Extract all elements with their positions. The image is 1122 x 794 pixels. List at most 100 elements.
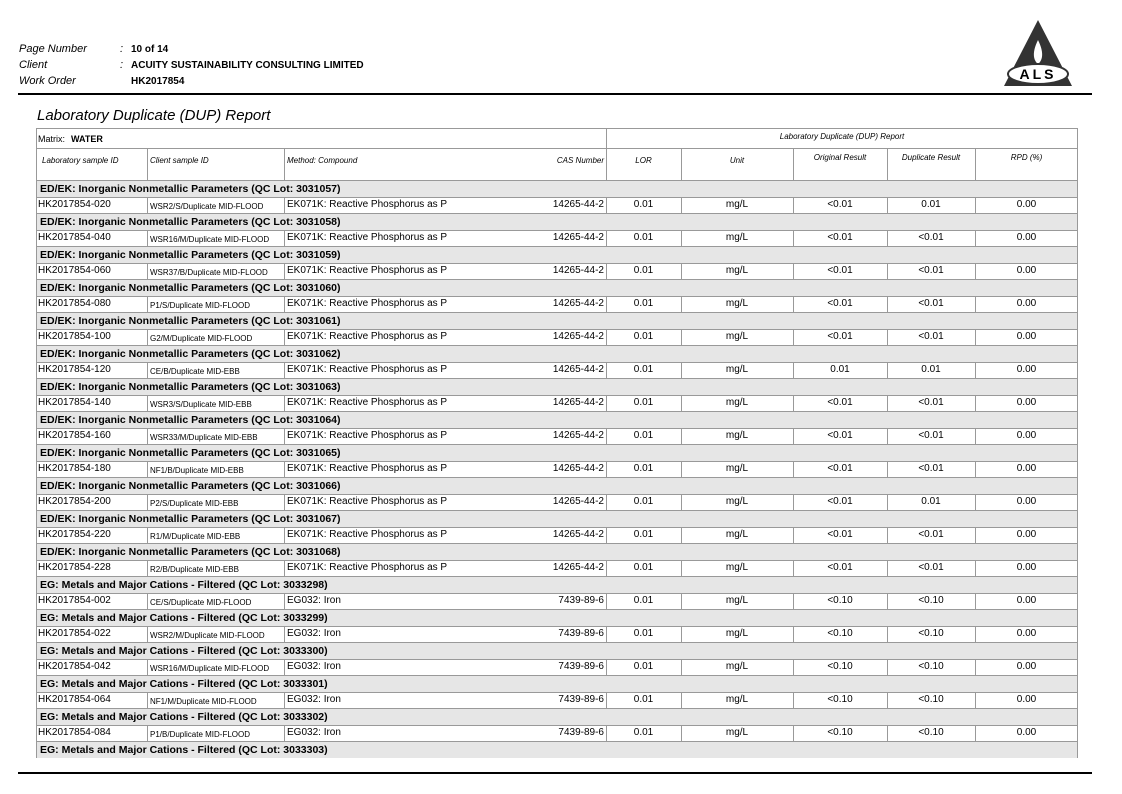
- col-divider: [606, 658, 607, 675]
- cell: EK071K: Reactive Phosphorus as P: [287, 231, 448, 243]
- col-divider: [975, 394, 976, 411]
- group-row: [37, 312, 1077, 329]
- cell: 7439-89-6: [558, 660, 604, 672]
- group-row: [37, 378, 1077, 395]
- cell: HK2017854-228: [38, 561, 111, 573]
- col-divider: [284, 658, 285, 675]
- col-divider: [681, 361, 682, 378]
- group-title: ED/EK: Inorganic Nonmetallic Parameters …: [40, 215, 341, 228]
- col-divider: [284, 229, 285, 246]
- field-value: ACUITY SUSTAINABILITY CONSULTING LIMITED: [131, 60, 364, 71]
- col-divider: [147, 229, 148, 246]
- col-divider: [793, 148, 794, 180]
- cell: P1/S/Duplicate MID-FLOOD: [150, 300, 251, 310]
- cell: 0.01: [633, 264, 654, 276]
- group-row: [37, 213, 1077, 230]
- col-divider: [606, 295, 607, 312]
- col-divider: [147, 394, 148, 411]
- group-header: Laboratory Duplicate (DUP) Report: [779, 132, 905, 141]
- cell: R1/M/Duplicate MID-EBB: [150, 531, 241, 541]
- col-divider: [147, 262, 148, 279]
- group-title: ED/EK: Inorganic Nonmetallic Parameters …: [40, 314, 341, 327]
- data-row: [36, 691, 1078, 693]
- col-divider: [147, 361, 148, 378]
- group-row: [37, 477, 1077, 494]
- col-divider: [606, 691, 607, 708]
- cell: HK2017854-060: [38, 264, 111, 276]
- data-row: [36, 394, 1078, 396]
- col-divider: [606, 148, 607, 180]
- cell: HK2017854-022: [38, 627, 111, 639]
- cell: HK2017854-040: [38, 231, 111, 243]
- col-divider: [681, 724, 682, 741]
- cell: mg/L: [725, 462, 749, 474]
- cell: EK071K: Reactive Phosphorus as P: [287, 297, 448, 309]
- col-divider: [975, 148, 976, 180]
- cell: HK2017854-042: [38, 660, 111, 672]
- group-row: [37, 741, 1077, 758]
- group-row: [37, 543, 1077, 560]
- cell: 14265-44-2: [552, 264, 604, 276]
- col-divider: [887, 592, 888, 609]
- col-divider: [147, 493, 148, 510]
- col-divider: [887, 724, 888, 741]
- col-divider: [147, 328, 148, 345]
- cell: <0.10: [827, 726, 853, 738]
- cell: 0.01: [633, 231, 654, 243]
- col-divider: [606, 559, 607, 576]
- col-divider: [147, 625, 148, 642]
- logo: ALS: [1004, 20, 1072, 86]
- cell: 0.01: [633, 462, 654, 474]
- cell: EG032: Iron: [287, 726, 341, 738]
- cell: <0.01: [918, 429, 944, 441]
- cell: EG032: Iron: [287, 627, 341, 639]
- cell: <0.01: [918, 561, 944, 573]
- col-divider: [793, 625, 794, 642]
- col-divider: [606, 460, 607, 477]
- cell: HK2017854-140: [38, 396, 111, 408]
- col-divider: [284, 361, 285, 378]
- cell: 0.01: [633, 594, 654, 606]
- column-header: RPD (%): [1010, 153, 1043, 162]
- group-title: ED/EK: Inorganic Nonmetallic Parameters …: [40, 512, 341, 525]
- col-divider: [606, 328, 607, 345]
- col-divider: [284, 394, 285, 411]
- cell: <0.01: [827, 297, 853, 309]
- column-header: Original Result: [813, 153, 867, 162]
- col-divider: [606, 493, 607, 510]
- cell: <0.10: [827, 594, 853, 606]
- col-divider: [975, 658, 976, 675]
- col-divider: [147, 658, 148, 675]
- cell: EG032: Iron: [287, 594, 341, 606]
- cell: HK2017854-020: [38, 198, 111, 210]
- col-divider: [975, 427, 976, 444]
- cell: 0.01: [633, 627, 654, 639]
- cell: 0.00: [1016, 627, 1037, 639]
- cell: WSR37/B/Duplicate MID-FLOOD: [150, 267, 268, 277]
- cell: 14265-44-2: [552, 429, 604, 441]
- cell: <0.10: [827, 627, 853, 639]
- col-divider: [284, 625, 285, 642]
- col-divider: [147, 724, 148, 741]
- col-divider: [887, 196, 888, 213]
- cell: WSR2/M/Duplicate MID-FLOOD: [150, 630, 265, 640]
- col-divider: [793, 460, 794, 477]
- col-divider: [887, 493, 888, 510]
- cell: 7439-89-6: [558, 726, 604, 738]
- cell: <0.01: [827, 528, 853, 540]
- cell: 14265-44-2: [552, 198, 604, 210]
- col-divider: [793, 658, 794, 675]
- col-divider: [975, 691, 976, 708]
- data-row: [36, 229, 1078, 231]
- cell: 0.01: [921, 363, 941, 375]
- cell: 7439-89-6: [558, 594, 604, 606]
- cell: 0.00: [1016, 660, 1037, 672]
- cell: <0.01: [827, 561, 853, 573]
- cell: mg/L: [725, 198, 749, 210]
- group-row: [37, 675, 1077, 692]
- col-divider: [606, 625, 607, 642]
- cell: <0.01: [827, 462, 853, 474]
- col-divider: [793, 295, 794, 312]
- cell: 0.01: [830, 363, 850, 375]
- cell: CE/B/Duplicate MID-EBB: [150, 366, 240, 376]
